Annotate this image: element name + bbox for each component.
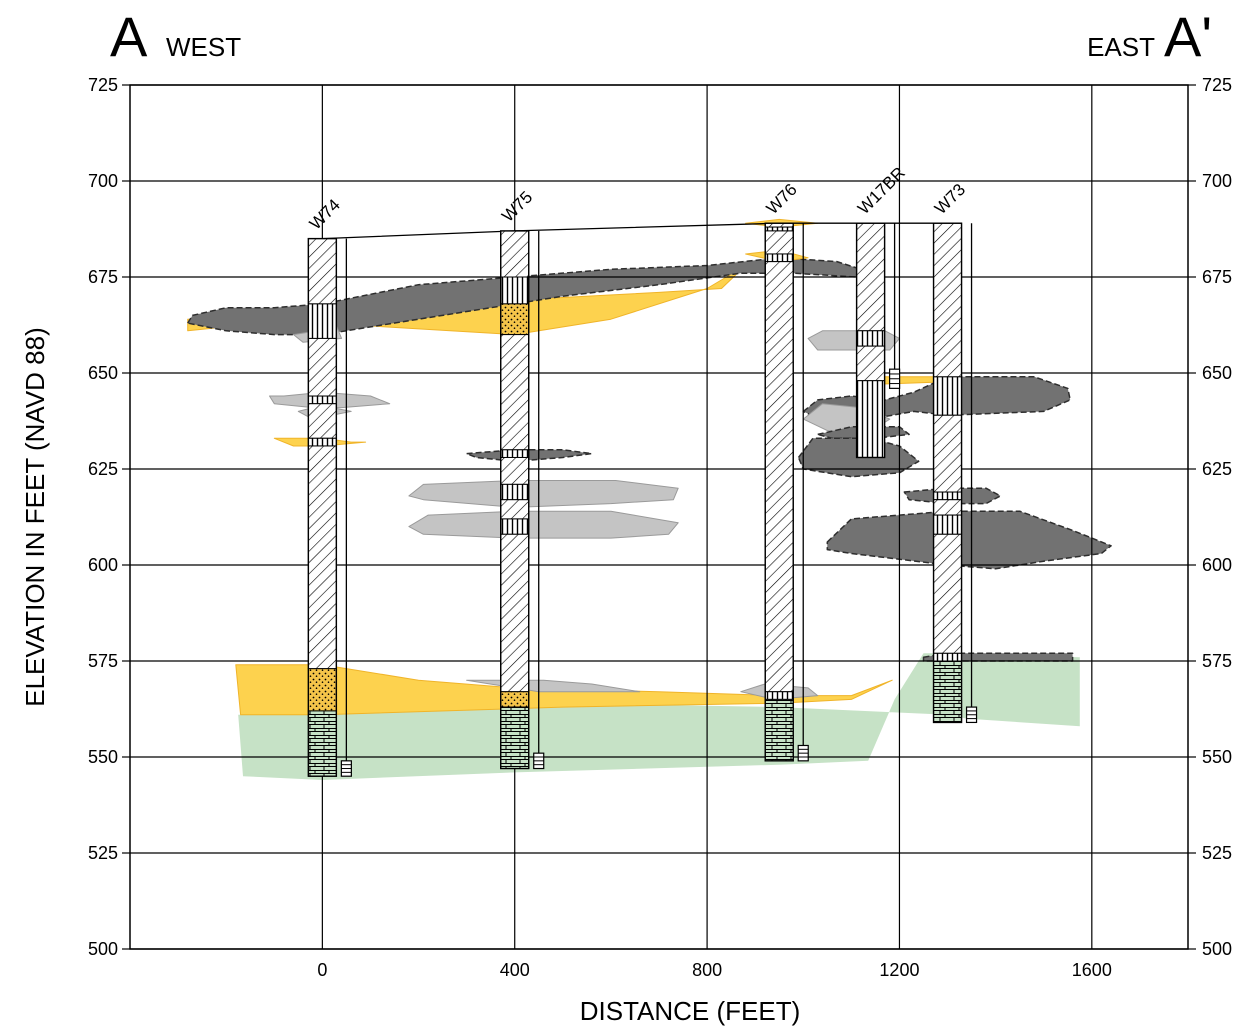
well-section-hatch bbox=[500, 334, 530, 451]
y-axis-title: ELEVATION IN FEET (NAVD 88) bbox=[20, 327, 50, 707]
well-section-bedrock bbox=[933, 514, 963, 535]
well-section-hatch bbox=[500, 230, 530, 278]
unit-green bbox=[238, 653, 1080, 780]
well-section-sand bbox=[500, 691, 530, 708]
well-section-bedrock bbox=[500, 518, 530, 535]
right-section-marker: A' bbox=[1164, 5, 1212, 68]
y-tick-label-left: 600 bbox=[88, 555, 118, 575]
well-section-hatch bbox=[856, 222, 886, 332]
unit-dark bbox=[826, 510, 1112, 570]
well-section-hatch bbox=[764, 261, 794, 693]
well-w75: W75 bbox=[498, 188, 545, 770]
axis-ticks: 725 725 700 700 675 675 650 650 625 625 600 600 575 5… bbox=[88, 75, 1232, 980]
well-w76: W76 bbox=[763, 180, 809, 762]
well-w73: W73 bbox=[931, 180, 978, 724]
well-section-bedrock bbox=[307, 303, 337, 339]
x-tick-label: 1600 bbox=[1072, 960, 1112, 980]
well-section-sand bbox=[307, 668, 337, 712]
y-tick-label-left: 500 bbox=[88, 939, 118, 959]
well-section-bedrock bbox=[500, 449, 530, 458]
well-section-limestone bbox=[933, 660, 963, 723]
x-axis-title: DISTANCE (FEET) bbox=[580, 996, 801, 1026]
well-section-bedrock bbox=[933, 491, 963, 501]
well-section-bedrock bbox=[307, 395, 337, 405]
unit-light bbox=[408, 510, 679, 539]
well-section-bedrock bbox=[500, 276, 530, 305]
well-section-hatch bbox=[933, 499, 963, 516]
x-tick-label: 0 bbox=[317, 960, 327, 980]
well-section-bedrock bbox=[764, 226, 794, 232]
well-section-hatch bbox=[307, 403, 337, 439]
well-section-bedrock bbox=[764, 253, 794, 263]
y-tick-label-left: 575 bbox=[88, 651, 118, 671]
y-tick-label-right: 675 bbox=[1202, 267, 1232, 287]
well-section-hatch bbox=[307, 445, 337, 670]
y-tick-label-right: 625 bbox=[1202, 459, 1232, 479]
well-label: W74 bbox=[306, 195, 344, 233]
y-tick-label-left: 525 bbox=[88, 843, 118, 863]
well-section-sand bbox=[500, 303, 530, 336]
well-section-bedrock bbox=[307, 437, 337, 447]
well-section-limestone bbox=[764, 698, 794, 762]
grid-lines bbox=[130, 84, 1188, 950]
y-tick-label-right: 550 bbox=[1202, 747, 1232, 767]
y-tick-label-left: 550 bbox=[88, 747, 118, 767]
y-tick-label-right: 650 bbox=[1202, 363, 1232, 383]
y-tick-label-right: 525 bbox=[1202, 843, 1232, 863]
y-tick-label-left: 625 bbox=[88, 459, 118, 479]
well-section-hatch bbox=[933, 414, 963, 493]
well-section-bedrock bbox=[933, 376, 963, 416]
y-tick-label-left: 725 bbox=[88, 75, 118, 95]
well-section-bedrock bbox=[764, 691, 794, 700]
well-label: W76 bbox=[763, 180, 801, 218]
left-direction-label: WEST bbox=[166, 32, 241, 62]
x-tick-label: 1200 bbox=[879, 960, 919, 980]
well-section-hatch bbox=[500, 456, 530, 485]
well-section-hatch bbox=[933, 533, 963, 654]
well-label: W73 bbox=[931, 180, 969, 218]
well-section-hatch bbox=[307, 238, 337, 305]
y-tick-label-left: 675 bbox=[88, 267, 118, 287]
x-tick-label: 800 bbox=[692, 960, 722, 980]
left-section-marker: A bbox=[110, 5, 148, 68]
y-tick-label-right: 500 bbox=[1202, 939, 1232, 959]
y-tick-label-right: 725 bbox=[1202, 75, 1232, 95]
y-tick-label-left: 700 bbox=[88, 171, 118, 191]
y-tick-label-right: 700 bbox=[1202, 171, 1232, 191]
y-tick-label-left: 650 bbox=[88, 363, 118, 383]
unit-light bbox=[408, 480, 679, 508]
well-section-bedrock bbox=[856, 330, 886, 347]
well-label: W75 bbox=[498, 188, 536, 226]
well-section-bedrock bbox=[856, 380, 886, 458]
well-column-outline bbox=[307, 237, 338, 777]
well-label: W17BR bbox=[854, 163, 909, 218]
well-section-bedrock bbox=[500, 483, 530, 501]
well-column-outline bbox=[764, 222, 794, 762]
well-section-limestone bbox=[500, 706, 530, 770]
well-w74: W74 bbox=[306, 195, 352, 777]
well-section-hatch bbox=[933, 222, 963, 378]
y-tick-label-right: 575 bbox=[1202, 651, 1232, 671]
well-section-limestone bbox=[307, 710, 337, 777]
well-section-hatch bbox=[500, 533, 530, 693]
well-column-outline bbox=[932, 222, 963, 724]
well-column-outline bbox=[855, 222, 886, 459]
well-section-hatch bbox=[856, 345, 886, 382]
x-tick-label: 400 bbox=[500, 960, 530, 980]
well-column-outline bbox=[500, 230, 530, 770]
well-section-hatch bbox=[307, 337, 337, 397]
right-direction-label: EAST bbox=[1087, 32, 1155, 62]
plot-frame bbox=[129, 84, 1189, 950]
unit-light bbox=[807, 330, 900, 351]
well-section-bedrock bbox=[933, 652, 963, 662]
well-section-hatch bbox=[764, 230, 794, 255]
y-tick-label-right: 600 bbox=[1202, 555, 1232, 575]
well-section-hatch bbox=[500, 499, 530, 520]
